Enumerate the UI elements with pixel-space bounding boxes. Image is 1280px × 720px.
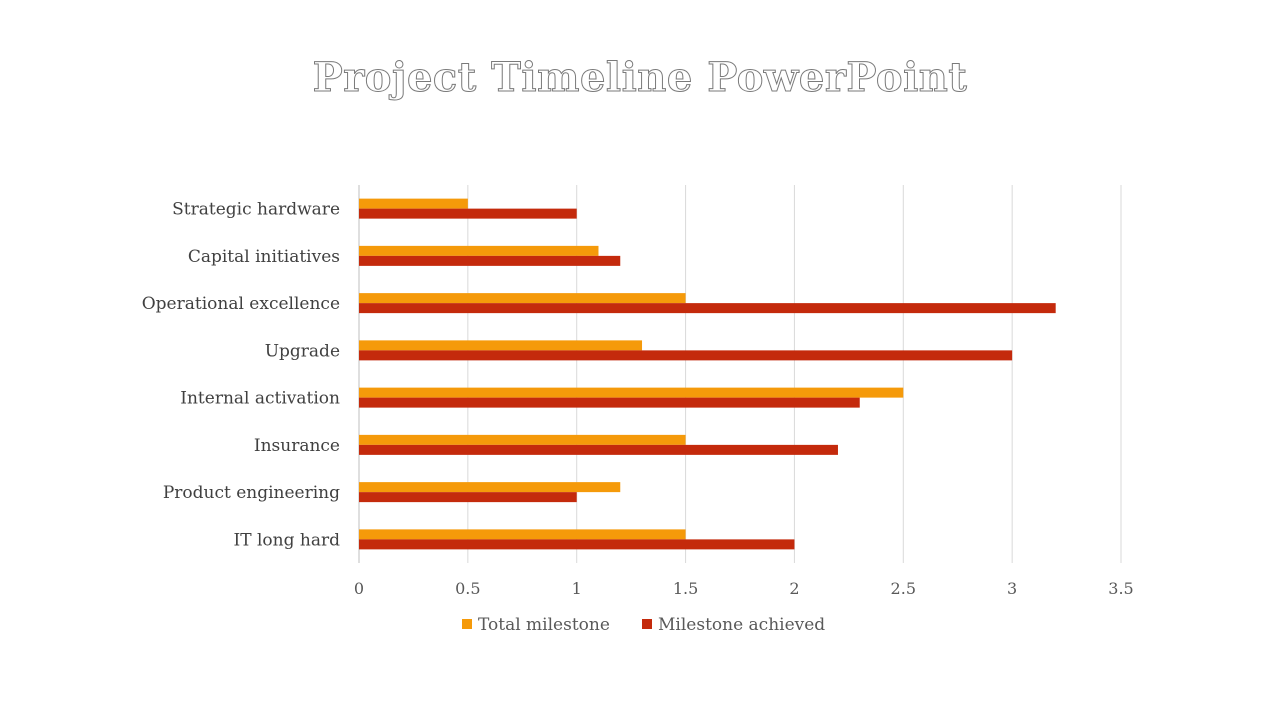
legend-label: Total milestone bbox=[478, 615, 610, 635]
x-tick-label: 1.5 bbox=[673, 579, 698, 598]
slide-title: Project Timeline PowerPoint bbox=[312, 54, 968, 102]
x-tick-label: 3.5 bbox=[1108, 579, 1133, 598]
bar-milestone-achieved bbox=[359, 539, 795, 550]
category-label: Insurance bbox=[254, 436, 340, 456]
bar-total-milestone bbox=[359, 482, 621, 493]
bar-total-milestone bbox=[359, 293, 686, 304]
legend-swatch bbox=[462, 619, 472, 629]
category-label: Upgrade bbox=[265, 341, 340, 361]
bar-milestone-achieved bbox=[359, 350, 1013, 361]
x-tick-label: 3 bbox=[1007, 579, 1017, 598]
bar-milestone-achieved bbox=[359, 303, 1056, 314]
category-label: Product engineering bbox=[163, 483, 340, 503]
bars bbox=[359, 198, 1056, 550]
x-tick-label: 1 bbox=[572, 579, 582, 598]
bar-total-milestone bbox=[359, 340, 643, 351]
x-tick-label: 0 bbox=[354, 579, 364, 598]
category-label: Strategic hardware bbox=[172, 200, 340, 220]
bar-milestone-achieved bbox=[359, 255, 621, 266]
legend-label: Milestone achieved bbox=[658, 615, 825, 635]
bar-total-milestone bbox=[359, 434, 686, 445]
category-labels: Strategic hardware Capital initiatives Ope… bbox=[142, 200, 340, 551]
x-tick-labels: 0 0.5 1 1.5 2 2.5 3 3.5 bbox=[354, 579, 1134, 598]
grid-lines bbox=[358, 185, 1122, 563]
bar-total-milestone bbox=[359, 245, 599, 256]
legend-swatch bbox=[642, 619, 652, 629]
bar-total-milestone bbox=[359, 529, 686, 540]
category-label: Capital initiatives bbox=[188, 247, 340, 267]
x-tick-label: 2.5 bbox=[891, 579, 916, 598]
bar-total-milestone bbox=[359, 387, 904, 398]
category-label: Internal activation bbox=[180, 389, 340, 409]
category-label: IT long hard bbox=[234, 530, 341, 550]
bar-milestone-achieved bbox=[359, 492, 577, 503]
legend: Total milestone Milestone achieved bbox=[462, 615, 825, 635]
bar-total-milestone bbox=[359, 198, 468, 209]
x-tick-label: 0.5 bbox=[455, 579, 480, 598]
category-label: Operational excellence bbox=[142, 294, 340, 314]
bar-milestone-achieved bbox=[359, 208, 577, 219]
bar-milestone-achieved bbox=[359, 397, 860, 408]
x-tick-label: 2 bbox=[789, 579, 799, 598]
bar-milestone-achieved bbox=[359, 444, 838, 455]
